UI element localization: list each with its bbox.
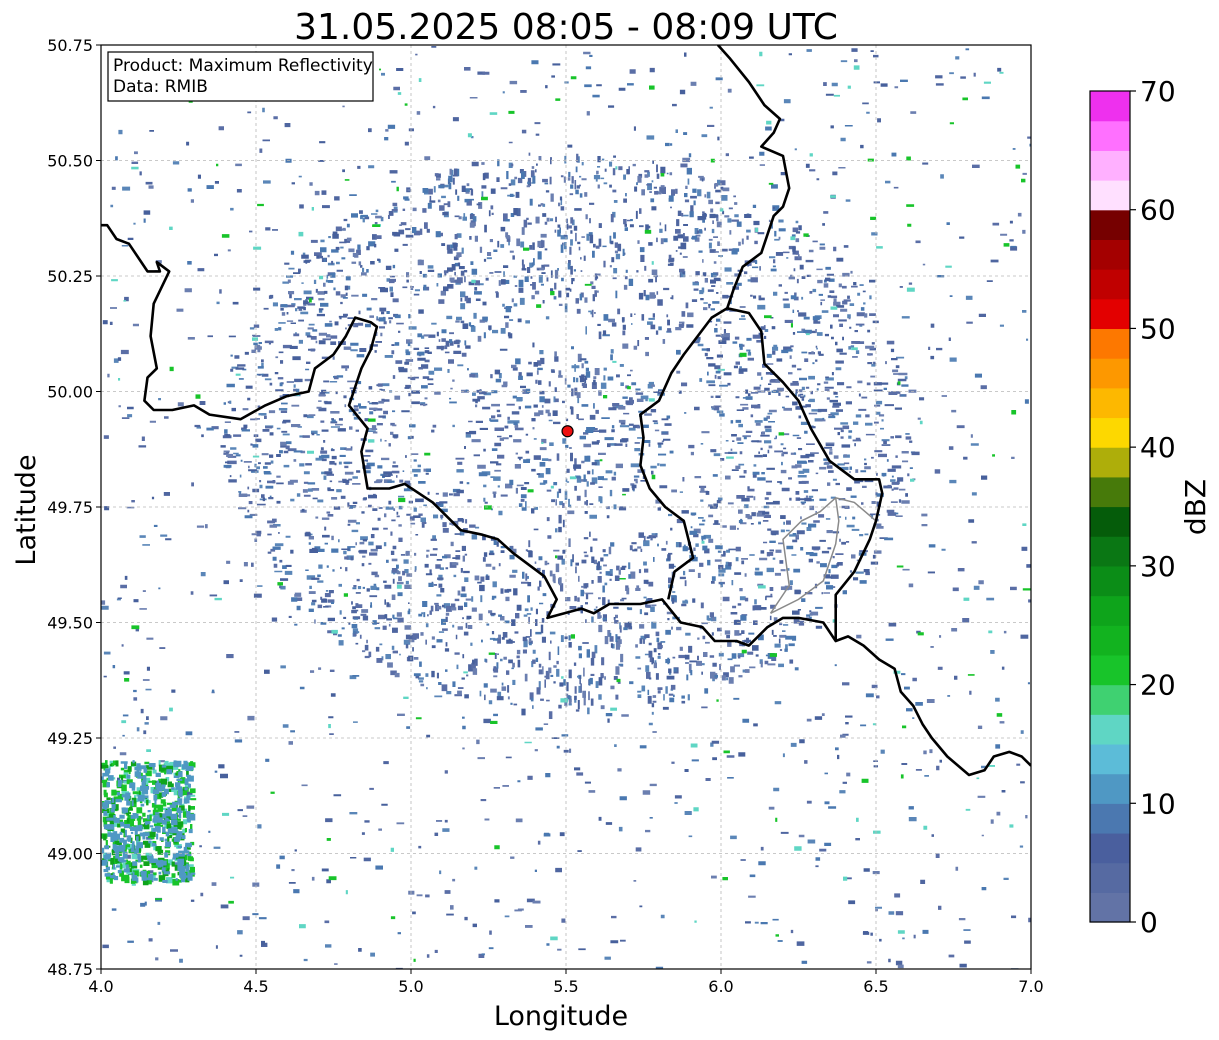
colorbar-segment bbox=[1090, 892, 1130, 923]
colorbar-tick-label: 30 bbox=[1140, 550, 1176, 583]
colorbar-segment bbox=[1090, 832, 1130, 864]
colorbar-segment bbox=[1090, 654, 1130, 686]
colorbar-tick-label: 60 bbox=[1140, 194, 1176, 227]
plot-area bbox=[100, 44, 1032, 970]
colorbar-segment bbox=[1090, 358, 1130, 389]
map-title: 31.05.2025 08:05 - 08:09 UTC bbox=[294, 7, 838, 48]
colorbar-segment bbox=[1090, 536, 1130, 567]
y-tick-label: 50.50 bbox=[47, 152, 93, 171]
colorbar-segment bbox=[1090, 180, 1130, 211]
x-tick-label: 5.0 bbox=[398, 977, 423, 996]
colorbar-segment bbox=[1090, 120, 1130, 151]
colorbar-segment bbox=[1090, 565, 1130, 597]
colorbar-tick-label: 40 bbox=[1140, 431, 1176, 464]
x-tick-label: 7.0 bbox=[1018, 977, 1043, 996]
colorbar-segment bbox=[1090, 684, 1130, 715]
colorbar-segment bbox=[1090, 417, 1130, 448]
colorbar-tick-label: 10 bbox=[1140, 787, 1176, 820]
colorbar-segment bbox=[1090, 91, 1130, 122]
colorbar: 0 10 20 30 40 50 60 70 bbox=[1089, 75, 1176, 939]
x-tick-label: 6.0 bbox=[708, 977, 733, 996]
colorbar-segment bbox=[1090, 714, 1130, 745]
colorbar-segment bbox=[1090, 209, 1130, 240]
colorbar-segment bbox=[1090, 506, 1130, 537]
colorbar-tick-label: 50 bbox=[1140, 312, 1176, 345]
y-axis-ticks: 50.75 50.50 50.25 50.00 49.75 49.50 49.25 49.00… bbox=[47, 36, 101, 979]
info-product: Product: Maximum Reflectivity bbox=[113, 56, 373, 76]
x-axis-label: Longitude bbox=[494, 1001, 628, 1032]
colorbar-segment bbox=[1090, 239, 1130, 270]
colorbar-tick-label: 70 bbox=[1140, 75, 1176, 108]
colorbar-segment bbox=[1090, 862, 1130, 893]
info-box: Product: Maximum Reflectivity Data: RMIB bbox=[107, 51, 374, 102]
colorbar-segment bbox=[1090, 447, 1130, 478]
colorbar-segment bbox=[1090, 773, 1130, 804]
y-tick-label: 50.00 bbox=[47, 383, 93, 402]
colorbar-segment bbox=[1090, 298, 1130, 330]
x-tick-label: 4.5 bbox=[243, 977, 268, 996]
x-axis-ticks: 4.0 4.5 5.0 5.5 6.0 6.5 7.0 bbox=[88, 969, 1044, 996]
colorbar-tick-label: 20 bbox=[1140, 669, 1176, 702]
info-data-source: Data: RMIB bbox=[113, 77, 208, 97]
y-tick-label: 49.50 bbox=[47, 614, 93, 633]
y-tick-label: 49.00 bbox=[47, 845, 93, 864]
radar-echo-layer bbox=[101, 46, 1031, 969]
colorbar-segment bbox=[1090, 743, 1130, 775]
colorbar-segment bbox=[1090, 269, 1130, 300]
radar-site-marker bbox=[561, 425, 574, 438]
y-tick-label: 50.25 bbox=[47, 267, 93, 286]
country-borders bbox=[101, 45, 1031, 777]
colorbar-segment bbox=[1090, 803, 1130, 834]
y-tick-label: 48.75 bbox=[47, 960, 93, 979]
y-tick-label: 50.75 bbox=[47, 36, 93, 55]
x-tick-label: 5.5 bbox=[553, 977, 578, 996]
colorbar-segment bbox=[1090, 595, 1130, 626]
y-axis-label: Latitude bbox=[11, 454, 42, 565]
colorbar-segment bbox=[1090, 476, 1130, 508]
y-tick-label: 49.25 bbox=[47, 729, 93, 748]
colorbar-segment bbox=[1090, 625, 1130, 656]
colorbar-label: dBZ bbox=[1179, 479, 1212, 535]
colorbar-segment bbox=[1090, 328, 1130, 359]
colorbar-segment bbox=[1090, 150, 1130, 181]
gridlines bbox=[101, 45, 1031, 969]
x-tick-label: 4.0 bbox=[88, 977, 113, 996]
y-tick-label: 49.75 bbox=[47, 498, 93, 517]
colorbar-tick-label: 0 bbox=[1140, 906, 1158, 939]
colorbar-segment bbox=[1090, 387, 1130, 419]
x-tick-label: 6.5 bbox=[863, 977, 888, 996]
